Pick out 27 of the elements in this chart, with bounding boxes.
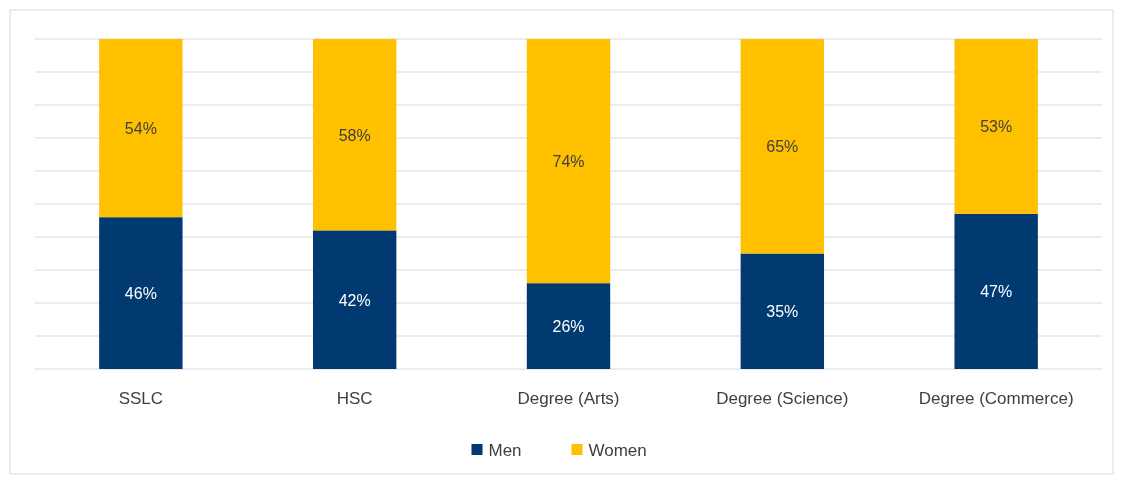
bar: [526, 283, 611, 369]
bar: [312, 230, 397, 369]
bar: [740, 39, 825, 254]
bar: [99, 217, 183, 369]
x-tick-label: HSC: [336, 389, 373, 408]
x-tick-label: Degree (Commerce): [918, 389, 1074, 408]
data-label: 53%: [980, 118, 1013, 136]
data-label: 74%: [552, 153, 585, 171]
bar: [740, 253, 825, 369]
x-tick-label: Degree (Arts): [517, 389, 620, 408]
bar: [954, 213, 1038, 369]
data-label: 42%: [338, 291, 371, 309]
bar: [954, 39, 1038, 214]
legend-label: Women: [588, 441, 647, 460]
data-label: 58%: [338, 126, 371, 144]
data-label: 35%: [766, 303, 799, 321]
data-label: 65%: [766, 138, 799, 156]
data-label: 47%: [980, 283, 1013, 301]
bar: [526, 39, 611, 284]
data-label: 54%: [124, 120, 157, 138]
data-label: 26%: [552, 318, 585, 336]
legend-label: Men: [488, 441, 522, 460]
data-label: 46%: [124, 285, 157, 303]
bar: [312, 39, 397, 231]
x-tick-label: Degree (Science): [716, 389, 849, 408]
bar: [99, 39, 183, 218]
x-tick-label: SSLC: [118, 389, 164, 408]
